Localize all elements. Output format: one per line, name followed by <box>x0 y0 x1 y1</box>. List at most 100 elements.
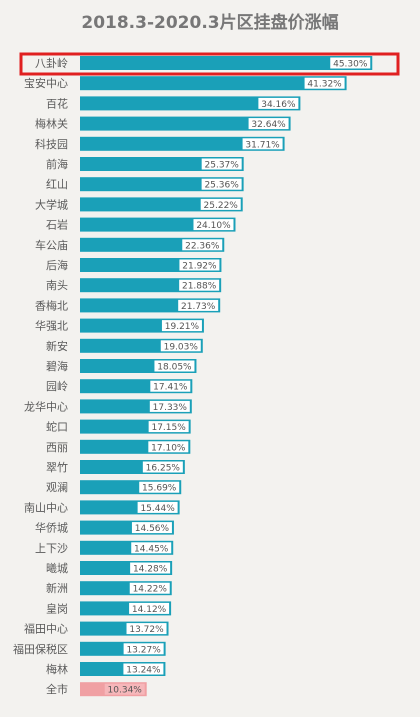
value-label: 24.10% <box>196 221 231 231</box>
bar <box>80 116 291 131</box>
value-label: 25.36% <box>204 181 239 191</box>
bar-row: 后海 21.92% <box>46 258 222 272</box>
value-label: 14.28% <box>133 565 168 575</box>
category-label: 梅林 <box>46 662 68 676</box>
category-label: 翠竹 <box>46 460 68 474</box>
value-label: 17.10% <box>151 443 186 453</box>
value-label: 14.56% <box>135 524 170 534</box>
bar-row: 华强北 19.21% <box>35 318 204 333</box>
category-label: 园岭 <box>46 379 68 393</box>
chart-title: 2018.3-2020.3片区挂盘价涨幅 <box>81 12 338 33</box>
value-label: 34.16% <box>261 100 296 110</box>
value-label: 17.15% <box>151 423 186 433</box>
category-label: 宝安中心 <box>24 76 68 90</box>
value-label-bg <box>148 441 189 453</box>
value-label: 21.92% <box>182 262 217 272</box>
category-label: 梅林关 <box>35 117 68 131</box>
value-label: 15.69% <box>142 484 177 494</box>
value-label-bg <box>201 158 242 170</box>
value-label: 16.25% <box>146 464 181 474</box>
value-label: 14.45% <box>134 544 169 554</box>
value-label: 18.05% <box>157 363 192 373</box>
category-label: 福田中心 <box>24 622 68 636</box>
category-label: 后海 <box>46 258 68 272</box>
value-label-bg <box>304 77 345 89</box>
category-label: 华侨城 <box>35 521 68 535</box>
value-label: 17.33% <box>153 403 188 413</box>
value-label-bg <box>131 522 172 534</box>
value-label-bg <box>160 340 201 352</box>
value-label-bg <box>248 118 289 130</box>
category-label: 百花 <box>46 97 68 110</box>
value-label: 14.12% <box>132 605 167 615</box>
value-label: 19.03% <box>164 342 199 352</box>
value-label: 31.71% <box>245 140 280 150</box>
category-label: 南头 <box>46 279 68 292</box>
bar-row: 科技园 31.71% <box>35 136 285 151</box>
value-label: 17.41% <box>153 383 188 393</box>
bar-row: 皇岗 14.12% <box>46 601 172 616</box>
value-label: 13.27% <box>126 645 161 655</box>
value-label: 21.73% <box>181 302 216 312</box>
category-label: 观澜 <box>46 480 68 494</box>
category-label: 科技园 <box>35 137 68 151</box>
category-label: 香梅北 <box>35 298 68 312</box>
category-label: 全市 <box>46 682 68 696</box>
value-label-bg <box>123 643 164 655</box>
value-label-bg <box>139 481 180 493</box>
value-label: 25.37% <box>205 161 240 171</box>
value-label: 13.72% <box>129 625 164 635</box>
bar-row: 大学城 25.22% <box>35 197 243 212</box>
category-label: 蛇口 <box>46 420 68 434</box>
category-label: 前海 <box>46 157 68 171</box>
value-label-bg <box>179 259 220 271</box>
value-label: 13.24% <box>126 666 161 676</box>
bar-row: 翠竹 16.25% <box>46 460 185 474</box>
value-label: 10.34% <box>108 686 143 696</box>
category-label: 上下沙 <box>35 542 68 555</box>
category-label: 大学城 <box>35 197 68 211</box>
value-label-bg <box>129 602 170 614</box>
bar-row: 百花 34.16% <box>46 96 301 111</box>
bar-row: 福田中心 13.72% <box>24 621 169 636</box>
value-label-bg <box>130 562 171 574</box>
value-label-bg <box>179 279 220 291</box>
bar-row: 香梅北 21.73% <box>35 298 221 313</box>
bars-group: 八卦岭 45.30% 宝安中心 41.32% 百花 34.16% 梅林关 32.64% 科技园 3… <box>13 52 400 697</box>
value-label-bg <box>126 623 167 635</box>
category-label: 八卦岭 <box>35 56 68 70</box>
value-label: 25.22% <box>204 201 239 211</box>
value-label: 19.21% <box>165 322 200 332</box>
bar-row: 曦城 14.28% <box>46 561 173 575</box>
bar-row: 石岩 24.10% <box>46 217 236 232</box>
value-label-bg <box>178 299 219 311</box>
bar-row: 园岭 17.41% <box>46 379 193 394</box>
bar <box>80 76 347 91</box>
category-label: 皇岗 <box>46 601 68 615</box>
bar-row: 前海 25.37% <box>46 157 244 171</box>
value-label-bg <box>201 178 242 190</box>
bar-row: 车公庙 22.36% <box>35 237 225 252</box>
bar-row: 华侨城 14.56% <box>35 520 174 535</box>
value-label-bg <box>131 542 172 554</box>
bar-row: 梅林关 32.64% <box>35 116 291 131</box>
highlight-box <box>19 52 400 76</box>
value-label: 41.32% <box>307 80 342 90</box>
category-label: 南山中心 <box>24 501 68 514</box>
value-label-bg <box>258 97 299 109</box>
value-label-bg <box>142 461 183 473</box>
bar-row: 福田保税区 13.27% <box>13 641 166 656</box>
bar <box>80 56 373 70</box>
value-label-bg <box>148 421 189 433</box>
bar-row: 观澜 15.69% <box>46 480 182 495</box>
value-label: 21.88% <box>182 282 217 292</box>
bar-row: 八卦岭 45.30% <box>35 56 373 70</box>
category-label: 石岩 <box>46 218 68 232</box>
value-label-bg <box>182 239 223 251</box>
value-label-bg <box>161 320 202 332</box>
value-label-bg <box>242 138 283 150</box>
bar-row: 全市 10.34% <box>46 682 147 697</box>
bar-row: 新洲 14.22% <box>46 581 172 596</box>
value-label-bg <box>150 380 191 392</box>
bar <box>80 96 301 111</box>
